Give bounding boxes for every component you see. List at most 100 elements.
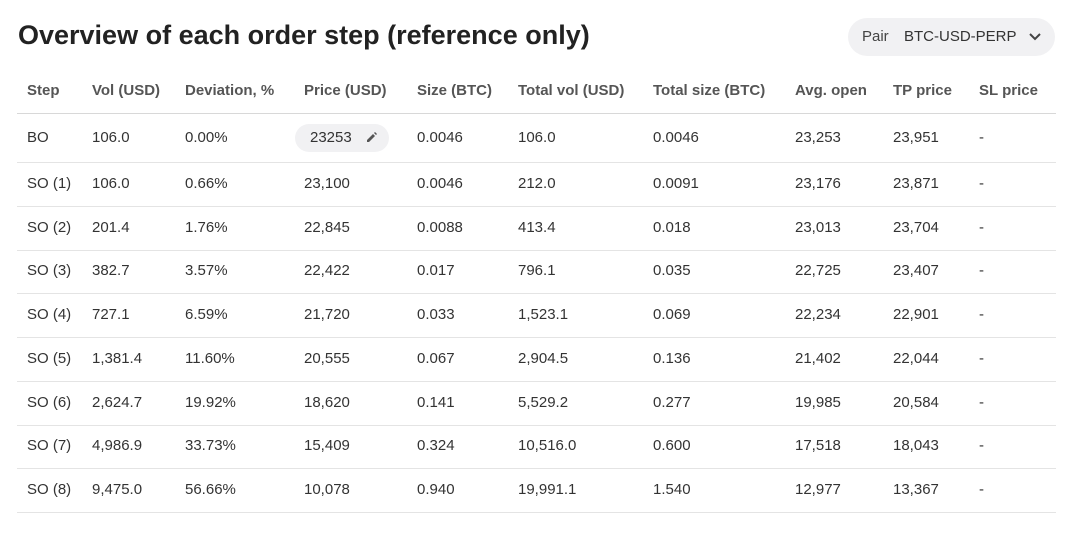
column-header: Vol (USD) <box>92 82 161 99</box>
table-cell: 1,381.4 <box>92 349 143 367</box>
column-header: Size (BTC) <box>417 82 492 99</box>
table-cell: - <box>979 129 984 146</box>
table-cell: - <box>979 218 984 236</box>
table-cell: 23,013 <box>795 218 841 236</box>
table-cell: - <box>979 262 984 280</box>
row-divider <box>17 293 1056 295</box>
table-cell: 0.017 <box>417 262 455 280</box>
table-cell: BO <box>27 129 49 146</box>
row-divider <box>17 512 1056 513</box>
table-cell: 0.0046 <box>417 129 463 146</box>
table-cell: 0.0091 <box>653 174 699 192</box>
row-divider <box>17 162 1056 163</box>
table-cell: 18,043 <box>893 437 939 455</box>
table-cell: 22,725 <box>795 262 841 280</box>
table-cell: 0.600 <box>653 437 691 455</box>
table-cell: 2,904.5 <box>518 349 569 367</box>
table-cell: SO (2) <box>27 218 72 236</box>
pair-value: BTC-USD-PERP <box>904 28 1017 45</box>
table-cell: - <box>979 437 984 455</box>
dropdown-arrow <box>1029 33 1041 41</box>
table-cell: 22,901 <box>893 306 939 324</box>
table-cell: 0.00% <box>185 129 228 146</box>
table-cell: 56.66% <box>185 481 236 499</box>
table-cell: 0.277 <box>653 393 691 411</box>
table-cell: 5,529.2 <box>518 393 569 411</box>
table-cell: 17,518 <box>795 437 841 455</box>
page-title: Overview of each order step (reference o… <box>18 20 590 50</box>
row-divider <box>17 424 1056 426</box>
table-cell: 13,367 <box>893 481 939 499</box>
table-cell: 19.92% <box>185 393 236 411</box>
table-cell: 22,234 <box>795 306 841 324</box>
table-cell: 11.60% <box>185 349 235 367</box>
table-cell: 19,991.1 <box>518 481 577 499</box>
pair-selector[interactable]: Pair BTC-USD-PERP <box>848 18 1055 56</box>
table-cell: SO (7) <box>27 437 72 455</box>
table-cell: 0.0046 <box>417 174 463 192</box>
table-cell: 0.069 <box>653 306 691 324</box>
table-cell: 3.57% <box>185 262 228 280</box>
header-divider <box>17 113 1056 114</box>
table-cell: 23,871 <box>893 174 939 192</box>
pair-label: Pair <box>862 28 889 45</box>
table-cell: 0.067 <box>417 349 455 367</box>
table-cell: 106.0 <box>92 174 130 192</box>
table-cell: 0.141 <box>417 393 455 411</box>
table-cell: 1.76% <box>185 218 228 236</box>
table-cell: 18,620 <box>304 393 350 411</box>
table-cell: SO (3) <box>27 262 72 280</box>
table-cell: 21,402 <box>795 349 841 367</box>
table-cell: 106.0 <box>92 129 130 146</box>
table-cell: 22,044 <box>893 349 939 367</box>
table-cell: 23,100 <box>304 174 350 192</box>
table-cell: 1.540 <box>653 481 691 499</box>
table-cell: 201.4 <box>92 218 130 236</box>
table-cell: 0.66% <box>185 174 228 192</box>
table-cell: SO (6) <box>27 393 72 411</box>
column-header: Deviation, % <box>185 82 275 99</box>
column-header: TP price <box>893 82 952 99</box>
table-cell: SO (1) <box>27 174 72 192</box>
column-header: SL price <box>979 82 1038 99</box>
table-cell: - <box>979 481 984 499</box>
table-cell: SO (4) <box>27 306 72 324</box>
table-cell: 106.0 <box>518 129 556 146</box>
table-cell: 23,704 <box>893 218 939 236</box>
row-divider <box>17 337 1056 338</box>
table-cell: 33.73% <box>185 437 236 455</box>
table-cell: 20,555 <box>304 349 350 367</box>
table-cell: 0.324 <box>417 437 455 455</box>
column-header: Price (USD) <box>304 82 387 99</box>
column-header: Step <box>27 82 60 99</box>
table-cell: 21,720 <box>304 306 350 324</box>
column-header: Total size (BTC) <box>653 82 766 99</box>
table-cell: - <box>979 174 984 192</box>
table-cell: 15,409 <box>304 437 350 455</box>
table-cell: 6.59% <box>185 306 228 324</box>
table-cell: 0.0046 <box>653 129 699 146</box>
table-cell: 20,584 <box>893 393 939 411</box>
edit-icon <box>367 132 377 142</box>
table-cell: 23253 <box>310 129 352 146</box>
column-header: Total vol (USD) <box>518 82 625 99</box>
table-cell: 10,516.0 <box>518 437 577 455</box>
table-cell: 0.0088 <box>417 218 463 236</box>
table-cell: 0.035 <box>653 262 691 280</box>
row-divider <box>17 249 1056 251</box>
table-cell: SO (8) <box>27 481 72 499</box>
column-header: Avg. open <box>795 82 867 99</box>
table-cell: 22,422 <box>304 262 350 280</box>
table-cell: 4,986.9 <box>92 437 143 455</box>
table-cell: 2,624.7 <box>92 393 143 411</box>
table-cell: 23,253 <box>795 129 841 146</box>
table-cell: 0.940 <box>417 481 455 499</box>
table-cell: 23,407 <box>893 262 939 280</box>
table-cell: SO (5) <box>27 349 72 367</box>
table-cell: 382.7 <box>92 262 130 280</box>
price-edit-field[interactable] <box>295 124 389 152</box>
table-cell: 19,985 <box>795 393 841 411</box>
table-cell: 413.4 <box>518 218 556 236</box>
table-cell: 0.033 <box>417 306 455 324</box>
